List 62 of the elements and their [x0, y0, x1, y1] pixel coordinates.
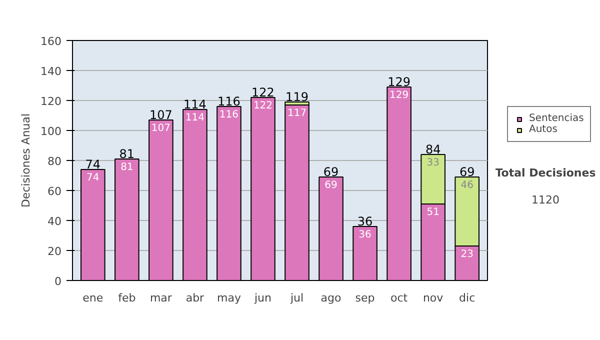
legend-label: Sentencias [529, 113, 584, 124]
data-label: 117 [287, 108, 307, 119]
y-axis-title: Decisiones Anual [20, 113, 33, 208]
total-label: 119 [286, 90, 308, 104]
bar [216, 106, 242, 280]
x-tick-label: oct [390, 292, 408, 304]
x-tick-label: nov [422, 292, 444, 304]
y-tick-label: 100 [40, 125, 62, 138]
total-label: 36 [357, 214, 373, 228]
y-tick-label: 60 [48, 185, 62, 198]
text: 1120 [532, 194, 560, 207]
x-tick-label: jun [253, 292, 272, 304]
total-label: 84 [425, 142, 441, 156]
data-label: 114 [185, 112, 205, 124]
total-label: 69 [459, 165, 475, 179]
data-label: 69 [324, 180, 338, 191]
y-tick-label: 140 [40, 65, 62, 78]
x-tick-label: dic [459, 292, 476, 304]
x-tick-label: abr [186, 292, 205, 304]
y-tick-label: 120 [40, 95, 62, 108]
data-label: 116 [219, 110, 239, 120]
data-label: 129 [390, 90, 409, 101]
total-label: 129 [388, 75, 411, 89]
bar [114, 158, 140, 280]
bar [80, 169, 106, 280]
total-label: 116 [218, 94, 240, 108]
y-tick-label: 0 [54, 275, 62, 288]
data-label: 51 [426, 207, 440, 218]
total-label: 81 [119, 147, 135, 161]
data-label: 46 [460, 180, 474, 191]
total-label: 69 [323, 165, 339, 179]
y-tick-label: 20 [48, 245, 62, 258]
data-label: 74 [86, 172, 100, 184]
bar [318, 176, 344, 280]
bar [250, 97, 276, 280]
total-label: 122 [252, 86, 274, 100]
data-label: 23 [460, 249, 474, 260]
data-label: 107 [151, 123, 170, 134]
bar [352, 226, 378, 280]
x-tick-label: ago [320, 292, 342, 304]
total-label: 114 [184, 98, 206, 112]
x-tick-label: sep [355, 292, 375, 304]
y-tick-label: 40 [48, 215, 62, 228]
x-tick-label: ene [82, 292, 104, 304]
y-tick-label: 80 [48, 155, 62, 168]
data-label: 81 [120, 162, 134, 173]
x-tick-label: feb [118, 292, 136, 304]
y-tick-label: 160 [40, 35, 62, 48]
data-label: 36 [358, 230, 372, 240]
total-label: 107 [149, 108, 172, 122]
x-tick-label: mar [150, 292, 172, 304]
bar [386, 86, 412, 280]
data-label: 33 [426, 158, 440, 168]
total-label: 74 [85, 158, 101, 172]
bar [284, 104, 310, 280]
data-label: 122 [253, 100, 273, 112]
bar [148, 120, 174, 280]
text: Total Decisiones [495, 166, 596, 180]
x-tick-label: jul [289, 292, 304, 304]
bar [182, 109, 208, 280]
x-tick-label: may [216, 292, 242, 304]
legend-label: Autos [529, 124, 558, 135]
